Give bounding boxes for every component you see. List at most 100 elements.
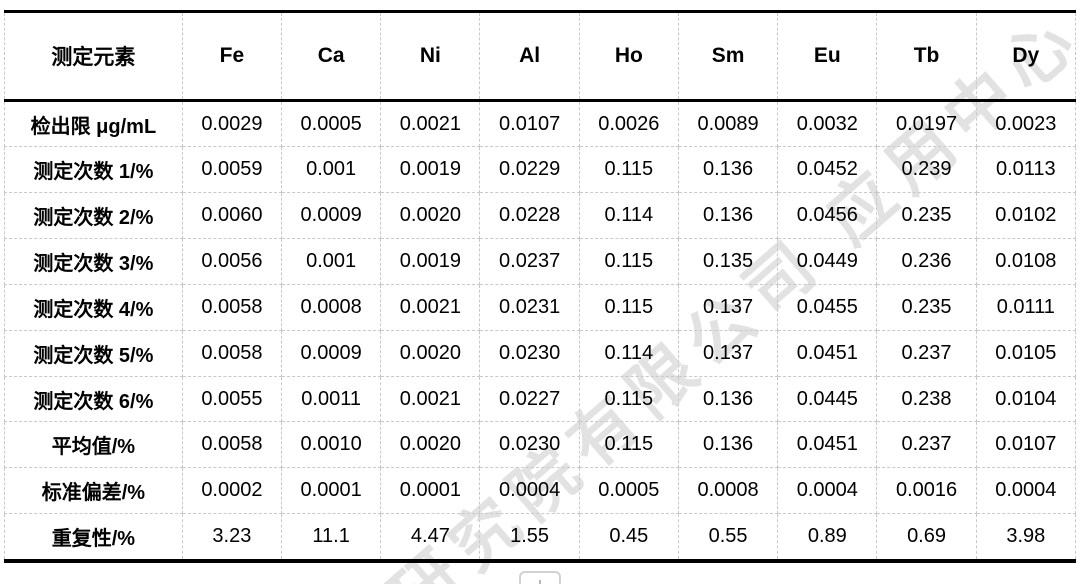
table-row: 标准偏差/% 0.0002 0.0001 0.0001 0.0004 0.0005 0.00… — [4, 467, 1077, 515]
data-cell: 0.0111 — [975, 283, 1077, 331]
measurement-table: 测定元素 Fe Ca Ni Al Ho Sm Eu Tb Dy 检出限 μg/mL 0.0029 0… — [4, 10, 1077, 564]
data-cell: 0.0230 — [479, 421, 580, 469]
data-cell: 0.0449 — [777, 238, 878, 285]
data-cell: 0.45 — [578, 513, 679, 564]
data-cell: 0.0002 — [181, 467, 283, 515]
data-cell: 0.115 — [578, 375, 679, 423]
data-cell: 0.136 — [677, 421, 779, 469]
data-cell: 0.0455 — [777, 283, 878, 331]
data-cell: 0.0023 — [975, 99, 1077, 148]
row-label: 重复性/% — [4, 513, 183, 564]
data-cell: 0.0445 — [777, 375, 878, 423]
data-cell: 0.89 — [777, 513, 878, 564]
data-cell: 0.0021 — [380, 375, 481, 423]
table-header-row: 测定元素 Fe Ca Ni Al Ho Sm Eu Tb Dy — [4, 10, 1077, 102]
data-cell: 0.115 — [578, 146, 679, 194]
data-cell: 0.137 — [677, 283, 779, 331]
data-cell: 0.0056 — [181, 238, 283, 285]
data-cell: 0.0005 — [281, 99, 382, 148]
data-cell: 0.135 — [677, 238, 779, 285]
data-cell: 0.115 — [578, 421, 679, 469]
data-cell: 0.0029 — [181, 99, 283, 148]
table-row: 检出限 μg/mL 0.0029 0.0005 0.0021 0.0107 0.0026 0… — [4, 99, 1077, 148]
data-cell: 0.115 — [578, 283, 679, 331]
data-cell: 0.0237 — [479, 238, 580, 285]
data-cell: 0.0019 — [380, 238, 481, 285]
table-row: 测定次数 4/% 0.0058 0.0008 0.0021 0.0231 0.115 0.1… — [4, 283, 1077, 331]
add-button[interactable]: + — [519, 571, 561, 584]
data-cell: 0.136 — [677, 192, 779, 240]
row-label: 平均值/% — [4, 421, 183, 469]
data-cell: 0.0016 — [876, 467, 977, 515]
data-cell: 0.0020 — [380, 192, 481, 240]
table-row: 平均值/% 0.0058 0.0010 0.0020 0.0230 0.115 0.136 0… — [4, 421, 1077, 469]
data-cell: 0.0059 — [181, 146, 283, 194]
data-cell: 0.0089 — [677, 99, 779, 148]
data-cell: 0.0105 — [975, 329, 1077, 377]
row-label: 检出限 μg/mL — [4, 99, 183, 148]
data-cell: 0.0058 — [181, 329, 283, 377]
data-cell: 0.115 — [578, 238, 679, 285]
data-cell: 0.0010 — [281, 421, 382, 469]
data-cell: 0.001 — [281, 146, 382, 194]
header-element-cell: Al — [479, 10, 580, 102]
data-cell: 0.0004 — [777, 467, 878, 515]
data-cell: 0.0001 — [380, 467, 481, 515]
row-label: 测定次数 5/% — [4, 329, 183, 377]
data-cell: 0.235 — [876, 192, 977, 240]
row-label: 测定次数 2/% — [4, 192, 183, 240]
header-label-cell: 测定元素 — [4, 10, 183, 102]
data-cell: 0.0032 — [777, 99, 878, 148]
data-cell: 0.0452 — [777, 146, 878, 194]
row-label: 测定次数 6/% — [4, 375, 183, 423]
data-cell: 0.0228 — [479, 192, 580, 240]
data-cell: 0.0009 — [281, 329, 382, 377]
data-cell: 0.0020 — [380, 329, 481, 377]
data-cell: 0.136 — [677, 146, 779, 194]
data-cell: 0.114 — [578, 329, 679, 377]
data-cell: 3.98 — [975, 513, 1077, 564]
data-cell: 0.0451 — [777, 329, 878, 377]
data-cell: 0.114 — [578, 192, 679, 240]
row-label: 标准偏差/% — [4, 467, 183, 515]
header-element-cell: Ho — [578, 10, 679, 102]
data-cell: 0.001 — [281, 238, 382, 285]
data-cell: 0.0021 — [380, 99, 481, 148]
data-cell: 0.0227 — [479, 375, 580, 423]
data-cell: 0.0229 — [479, 146, 580, 194]
data-cell: 0.237 — [876, 421, 977, 469]
header-element-cell: Eu — [777, 10, 878, 102]
data-cell: 0.0104 — [975, 375, 1077, 423]
data-cell: 0.0108 — [975, 238, 1077, 285]
data-cell: 0.0060 — [181, 192, 283, 240]
table-body: 测定元素 Fe Ca Ni Al Ho Sm Eu Tb Dy 检出限 μg/mL 0.0029 0… — [4, 10, 1077, 564]
data-cell: 0.0197 — [876, 99, 977, 148]
data-cell: 3.23 — [181, 513, 283, 564]
data-cell: 0.0009 — [281, 192, 382, 240]
data-cell: 0.0113 — [975, 146, 1077, 194]
data-cell: 0.0020 — [380, 421, 481, 469]
data-cell: 0.0102 — [975, 192, 1077, 240]
data-cell: 0.0058 — [181, 421, 283, 469]
data-cell: 1.55 — [479, 513, 580, 564]
data-cell: 0.0456 — [777, 192, 878, 240]
data-cell: 0.0019 — [380, 146, 481, 194]
data-cell: 0.137 — [677, 329, 779, 377]
table-row: 重复性/% 3.23 11.1 4.47 1.55 0.45 0.55 0.89 0.69 3.9… — [4, 513, 1077, 564]
data-cell: 0.236 — [876, 238, 977, 285]
header-element-cell: Ca — [281, 10, 382, 102]
header-element-cell: Dy — [975, 10, 1077, 102]
data-cell: 0.55 — [677, 513, 779, 564]
data-cell: 0.0005 — [578, 467, 679, 515]
data-cell: 0.0055 — [181, 375, 283, 423]
data-cell: 0.0107 — [479, 99, 580, 148]
data-cell: 0.235 — [876, 283, 977, 331]
table-row: 测定次数 6/% 0.0055 0.0011 0.0021 0.0227 0.115 0.1… — [4, 375, 1077, 423]
data-cell: 0.0008 — [677, 467, 779, 515]
data-cell: 0.0231 — [479, 283, 580, 331]
data-cell: 0.0058 — [181, 283, 283, 331]
data-cell: 0.0004 — [479, 467, 580, 515]
data-cell: 0.239 — [876, 146, 977, 194]
data-cell: 0.237 — [876, 329, 977, 377]
